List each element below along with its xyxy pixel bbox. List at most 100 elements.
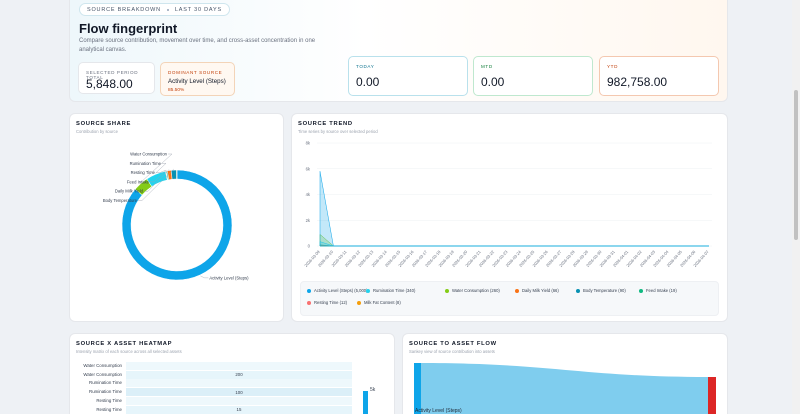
donut-leader-line [200, 275, 209, 279]
legend-swatch [445, 288, 449, 293]
heatmap-cell[interactable]: 15 [126, 405, 352, 414]
kpi-today-value: 0.00 [356, 75, 380, 89]
kpi-mtd-card: MTD 0.00 [473, 56, 593, 96]
legend-label: Rumination Time (340) [373, 288, 416, 293]
trend-series-water-consumption[interactable] [319, 233, 709, 247]
legend-item[interactable]: Rumination Time (340) [366, 288, 415, 293]
heatmap-row: Resting Time [70, 396, 360, 405]
donut-leader-line [138, 168, 174, 201]
legend-label: Resting Time (12) [314, 300, 348, 305]
heatmap-scale-label: 5k [370, 387, 376, 393]
heatmap-subtitle: Intensity matrix of each source across a… [76, 349, 182, 354]
flow-sankey[interactable] [403, 334, 729, 414]
donut-label: Daily Milk Yield [115, 189, 144, 194]
donut-label: Activity Level (Steps) [209, 275, 249, 280]
legend-swatch [576, 288, 580, 293]
legend-swatch [639, 288, 643, 293]
badge-separator-dot [166, 8, 169, 11]
legend-label: Activity Level (Steps) (5,000) [314, 288, 368, 293]
donut-slice-activity-level-steps[interactable] [121, 169, 233, 281]
flow-node-label: Activity Level (Steps) [415, 408, 462, 414]
source-share-title: SOURCE SHARE [76, 121, 132, 127]
flow-card: SOURCE TO ASSET FLOW Sankey view of sour… [402, 333, 728, 414]
kpi-ytd-value: 982,758.00 [607, 75, 668, 89]
legend-label: Daily Milk Yield (66) [522, 288, 559, 293]
dominant-source-label: DOMINANT SOURCE [168, 70, 223, 75]
legend-item[interactable]: Activity Level (Steps) (5,000) [307, 288, 368, 293]
donut-label: Body Temperature [103, 198, 138, 203]
heatmap-row-label: Water Consumption [83, 363, 122, 368]
heatmap-cell[interactable]: 100 [126, 388, 352, 397]
selected-period-total-card: SELECTED PERIOD TOTAL 5,848.00 [78, 62, 155, 94]
heatmap-row: Resting Time 15 [70, 405, 360, 414]
kpi-today-card: TODAY 0.00 [348, 56, 468, 96]
flow-subtitle: Sankey view of source contribution into … [409, 349, 495, 354]
donut-leader-line [150, 169, 167, 183]
donut-slice-body-temperature[interactable] [170, 169, 177, 180]
heatmap-row-label: Rumination Time [89, 389, 122, 395]
legend-label: Body Temperature (90) [583, 288, 626, 293]
flow-title: SOURCE TO ASSET FLOW [409, 341, 497, 347]
trend-y-tick: 8k [306, 141, 311, 146]
source-trend-chart[interactable]: 02k4k6k8k2026-03-092026-03-102026-03-112… [292, 114, 729, 280]
legend-swatch [307, 288, 311, 293]
period-badge: SOURCE BREAKDOWN LAST 30 DAYS [79, 3, 230, 16]
heatmap-cell[interactable] [126, 379, 352, 388]
legend-item[interactable]: Feed Intake (19) [639, 288, 677, 293]
legend-item[interactable]: Water Consumption (260) [445, 288, 500, 293]
heatmap-row-label: Water Consumption [83, 371, 122, 377]
trend-series-rumination-time[interactable] [319, 241, 709, 247]
donut-leader-line [139, 153, 173, 184]
legend-item[interactable]: Daily Milk Yield (66) [515, 288, 559, 293]
trend-y-tick: 0 [308, 244, 311, 249]
heatmap-grid: Water Consumption Water Consumption 200 Rum… [70, 362, 370, 414]
flow-link[interactable] [420, 363, 708, 414]
heatmap-cell[interactable] [126, 396, 352, 405]
heatmap-row: Rumination Time [70, 379, 360, 388]
legend-item[interactable]: Body Temperature (90) [576, 288, 626, 293]
heatmap-row: Water Consumption [70, 362, 360, 370]
heatmap-cell[interactable] [126, 362, 352, 370]
heatmap-row-label: Resting Time [96, 397, 122, 403]
badge-period: LAST 30 DAYS [174, 6, 222, 13]
heatmap-cell-value: 100 [235, 389, 243, 395]
source-trend-legend: Activity Level (Steps) (5,000) Rumination… [300, 281, 719, 316]
heatmap-row-label: Rumination Time [89, 380, 122, 386]
legend-item[interactable]: Resting Time (12) [307, 300, 347, 305]
trend-y-tick: 2k [306, 218, 311, 223]
kpi-mtd-label: MTD [481, 64, 493, 69]
legend-item[interactable]: Milk Fat Content (8) [357, 300, 401, 305]
page-title: Flow fingerprint [79, 21, 178, 36]
legend-label: Milk Fat Content (8) [364, 300, 401, 305]
heatmap-cell-value: 200 [235, 372, 243, 378]
page-description: Compare source contribution, movement ov… [79, 38, 316, 53]
selected-period-label: SELECTED PERIOD TOTAL [86, 70, 139, 80]
legend-label: Feed Intake (19) [646, 288, 677, 293]
heatmap-title: SOURCE X ASSET HEATMAP [76, 341, 173, 347]
trend-series-activity-level-steps[interactable] [319, 171, 709, 247]
dominant-source-value: Activity Level (Steps) [168, 78, 226, 85]
dominant-source-card: DOMINANT SOURCE Activity Level (Steps) 8… [160, 62, 235, 96]
heatmap-scale-bar [363, 391, 368, 414]
legend-label: Water Consumption (260) [452, 288, 500, 293]
dominant-source-percent: 85.50% [168, 88, 185, 93]
source-share-card: SOURCE SHARE Contribution by source Wate… [69, 113, 284, 322]
donut-leader-line [156, 169, 166, 173]
donut-label: Water Consumption [130, 152, 168, 157]
kpi-today-label: TODAY [356, 64, 375, 69]
donut-label: Resting Time [131, 170, 156, 175]
heatmap-card: SOURCE X ASSET HEATMAP Intensity matrix … [69, 333, 395, 414]
selected-period-value: 5,848.00 [86, 77, 133, 91]
flow-source-node[interactable] [414, 363, 421, 414]
legend-swatch [307, 300, 311, 305]
page-scrollbar-thumb[interactable] [794, 90, 798, 240]
trend-y-tick: 6k [306, 166, 311, 171]
flow-target-node[interactable] [708, 377, 716, 414]
heatmap-cell-value: 15 [236, 407, 242, 412]
source-share-donut[interactable]: Water Consumption Rumination Time Resting … [70, 114, 285, 323]
kpi-mtd-value: 0.00 [481, 75, 505, 89]
kpi-ytd-label: YTD [607, 64, 618, 69]
heatmap-cell[interactable]: 200 [126, 370, 352, 379]
kpi-ytd-card: YTD 982,758.00 [599, 56, 719, 96]
